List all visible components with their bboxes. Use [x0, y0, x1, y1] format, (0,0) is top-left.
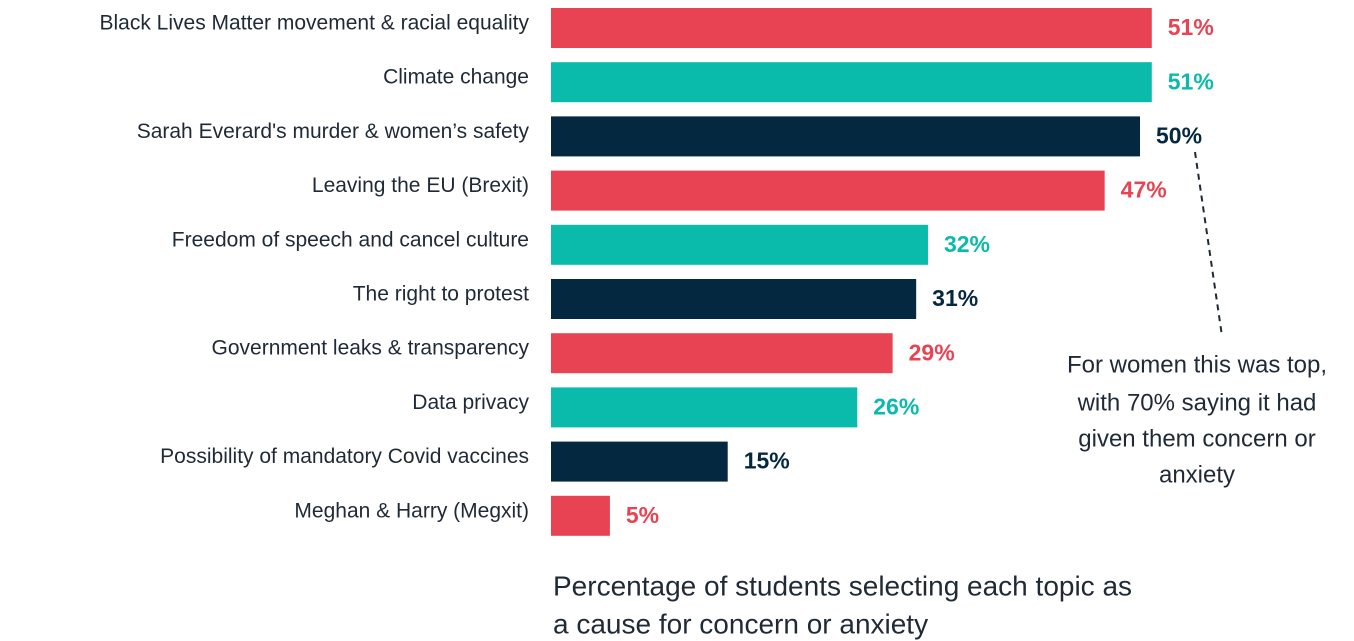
value-label: 15% [744, 448, 790, 474]
value-label: 26% [873, 393, 919, 419]
category-label: Government leaks & transparency [212, 337, 530, 360]
bar [551, 333, 893, 374]
annotation: For women this was top, [1067, 351, 1327, 378]
value-label: 51% [1168, 14, 1214, 40]
annotation-leader [1194, 151, 1223, 337]
category-label: Meghan & Harry (Megxit) [294, 499, 529, 522]
category-label: Climate change [383, 66, 529, 89]
annotation: given them concern or [1078, 425, 1315, 452]
value-label: 31% [932, 285, 978, 311]
value-label: 51% [1168, 68, 1214, 94]
annotation: with 70% saying it had [1077, 389, 1317, 416]
category-label: Leaving the EU (Brexit) [312, 174, 529, 197]
value-label: 5% [626, 502, 659, 528]
value-label: 47% [1121, 177, 1167, 203]
bar [551, 279, 917, 319]
value-label: 50% [1156, 122, 1202, 148]
category-label: Data privacy [412, 391, 529, 414]
x-axis-label: a cause for concern or anxiety [553, 608, 928, 639]
category-label: The right to protest [353, 283, 529, 306]
bar [551, 441, 728, 482]
bar [551, 495, 610, 536]
x-axis-label: Percentage of students selecting each to… [553, 570, 1132, 601]
bar [551, 170, 1105, 211]
category-label: Freedom of speech and cancel culture [172, 228, 529, 251]
bar [551, 387, 858, 428]
value-label: 32% [944, 231, 990, 257]
category-label: Black Lives Matter movement & racial equ… [99, 12, 529, 35]
value-label: 29% [909, 339, 955, 365]
bar [551, 8, 1152, 48]
bar [551, 224, 928, 265]
annotation: anxiety [1159, 461, 1235, 488]
bar [551, 116, 1140, 157]
category-label: Possibility of mandatory Covid vaccines [160, 445, 529, 468]
category-label: Sarah Everard's murder & women’s safety [137, 120, 530, 143]
bar [551, 62, 1152, 103]
